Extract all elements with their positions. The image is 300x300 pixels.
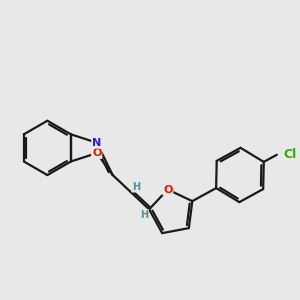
Text: N: N xyxy=(92,138,101,148)
Text: O: O xyxy=(92,148,101,158)
Text: H: H xyxy=(132,182,140,192)
Text: Cl: Cl xyxy=(283,148,296,161)
Text: O: O xyxy=(163,184,172,194)
Text: H: H xyxy=(140,210,148,220)
